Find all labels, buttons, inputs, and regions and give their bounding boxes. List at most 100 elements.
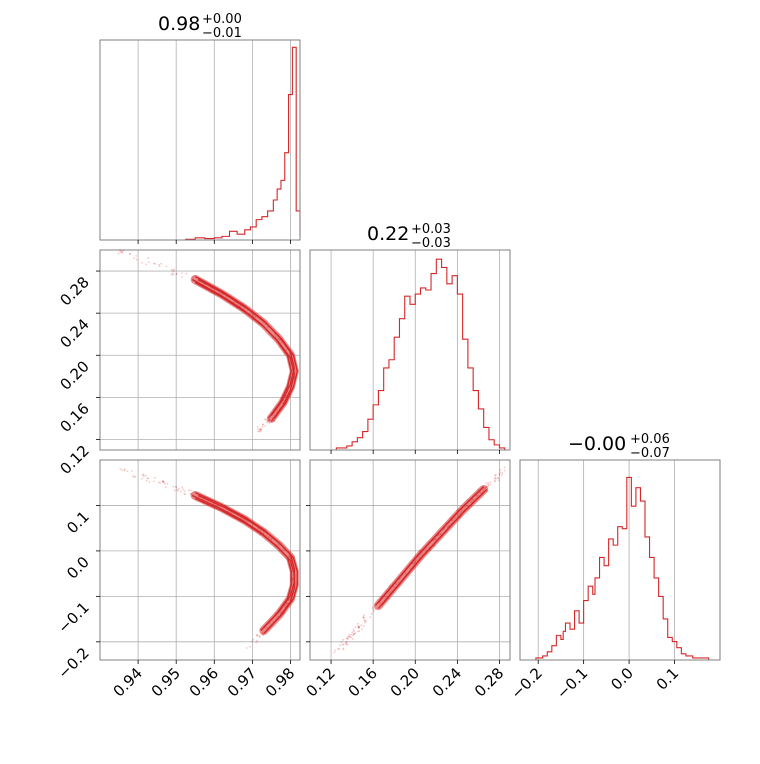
scatter-p1-p2-sample-point [497, 477, 499, 479]
scatter-p0-p2-sample-point [153, 476, 156, 479]
scatter-p0-p1-sample-point [135, 258, 138, 261]
x-p1-ticklabel-3: 0.24 [429, 664, 465, 700]
scatter-p0-p1-sample-point [172, 269, 175, 272]
scatter-p1-p2-sample-point [339, 644, 341, 647]
scatter-p1-p2-sample-point [342, 638, 345, 641]
scatter-p0-p1-sample-point [160, 262, 163, 265]
y-p1-ticklabel-1: 0.16 [56, 399, 92, 435]
scatter-p1-p2-sample-point [345, 641, 348, 644]
scatter-p1-p2-sample-point [494, 476, 497, 479]
scatter-p0-p1-sample-point [258, 428, 261, 431]
title-p2-plus: +0.06 [630, 432, 670, 447]
scatter-p0-p1-sample-point [257, 430, 259, 433]
scatter-p1-p2-sample-point [347, 635, 349, 638]
scatter-p1-p2-sample-point [334, 649, 337, 652]
x-p1-ticklabel-1: 0.16 [345, 664, 381, 700]
scatter-p0-p1-contour-line-0 [191, 278, 292, 419]
scatter-p1-p2-sample-point [503, 469, 506, 472]
scatter-p1-p2-sample-point [371, 607, 374, 610]
title-p0-value: 0.98 [158, 13, 200, 35]
hist-p1-frame [309, 249, 511, 451]
scatter-p0-p1-sample-point [258, 430, 261, 433]
hist-p1-histogram-step [310, 258, 510, 451]
scatter-p1-p2-contour-line-3 [377, 492, 485, 609]
scatter-p1-p2-sample-point [341, 643, 344, 646]
scatter-p0-p2-sample-point [187, 489, 190, 492]
scatter-p0-p1-sample-point [265, 418, 267, 421]
scatter-p0-p1-sample-point [154, 262, 156, 265]
scatter-p0-p2-sample-point [190, 489, 192, 492]
title-p0-plus: +0.00 [202, 12, 242, 27]
scatter-p1-p2-sample-point [345, 642, 347, 645]
scatter-p1-p2-sample-point [348, 634, 350, 636]
scatter-p1-p2-sample-point [489, 483, 491, 486]
scatter-p0-p2-sample-point [252, 638, 255, 641]
scatter-p0-p1-sample-point [129, 252, 131, 255]
scatter-p0-p1-sample-point [260, 428, 262, 431]
scatter-p0-p1-contour-line-3 [194, 281, 295, 422]
scatter-p1-p2-sample-point [351, 638, 354, 640]
scatter-p1-p2-sample-point [365, 620, 367, 623]
title-p1-minus: −0.03 [411, 236, 451, 251]
x-p0-ticklabel-4: 0.98 [262, 664, 298, 700]
scatter-p0-p1-sample-point [257, 428, 260, 431]
title-p2-minus: −0.07 [630, 446, 670, 461]
scatter-p0-p2-sample-point [123, 468, 126, 471]
scatter-p0-p2-sample-point [173, 489, 176, 492]
scatter-p1-p2-sample-point [498, 473, 501, 475]
scatter-p1-p2-sample-point [338, 647, 341, 650]
scatter-p1-p2-sample-point [494, 474, 496, 477]
scatter-p1-p2-sample-point [494, 478, 497, 480]
scatter-p1-p2-sample-point [358, 626, 360, 629]
scatter-p0-p2-sample-point [132, 475, 135, 477]
scatter-p1-p2-sample-point [342, 647, 345, 650]
scatter-p1-p2-sample-point [372, 606, 375, 608]
scatter-p0-p2-sample-point [184, 493, 187, 496]
scatter-p0-p2-sample-point [161, 480, 164, 483]
scatter-p0-p2-sample-point [177, 487, 180, 490]
scatter-p0-p1-sample-point [266, 421, 268, 424]
scatter-p1-p2-contour-line-2 [377, 486, 485, 603]
y-p2-ticklabel-0: −0.2 [54, 644, 92, 682]
scatter-p0-p2-sample-point [144, 474, 147, 477]
scatter-p1-p2-sample-point [364, 621, 366, 624]
scatter-p0-p2-sample-point [148, 481, 151, 483]
scatter-p0-p2-sample-point [180, 490, 182, 493]
scatter-p0-p1-sample-point [172, 273, 175, 276]
scatter-p0-p2-sample-point [161, 480, 164, 482]
x-p0-ticklabel-0: 0.94 [110, 664, 146, 700]
scatter-p0-p2-sample-point [133, 476, 135, 478]
scatter-p0-p2-sample-point [175, 486, 178, 488]
scatter-p0-p2-sample-point [177, 489, 179, 492]
scatter-p0-p2-sample-point [255, 641, 258, 644]
scatter-p0-p1-sample-point [148, 261, 150, 264]
scatter-p1-p2-sample-point [494, 480, 497, 483]
scatter-p0-p2-sample-point [147, 477, 150, 480]
scatter-p1-p2-sample-point [358, 630, 361, 633]
hist-p2-histogram-step [520, 476, 720, 661]
scatter-p0-p2-sample-point [172, 485, 175, 488]
scatter-p0-p2-sample-point [183, 490, 186, 492]
scatter-p1-p2-sample-point [372, 610, 375, 613]
scatter-p0-p2-sample-point [176, 488, 179, 491]
scatter-p0-p1-sample-point [121, 250, 124, 253]
scatter-p1-p2-sample-point [350, 633, 352, 636]
scatter-p1-p2-sample-point [362, 616, 365, 619]
scatter-p0-p1-sample-point [268, 422, 271, 425]
scatter-p0-p2-sample-point [134, 475, 137, 478]
scatter-p0-p2-sample-point [259, 635, 261, 638]
scatter-p1-p2-sample-point [497, 479, 500, 482]
scatter-p0-p2-sample-point [162, 481, 165, 484]
scatter-p1-p2-frame [309, 459, 511, 661]
scatter-p0-p2-sample-point [249, 645, 251, 648]
scatter-p0-p1-sample-point [121, 252, 123, 254]
x-p1-ticklabel-2: 0.20 [387, 664, 423, 700]
scatter-p0-p2-sample-point [245, 647, 248, 649]
scatter-p0-p2-contour-line-1 [197, 494, 298, 631]
scatter-p0-p1-sample-point [256, 426, 259, 428]
scatter-p0-p1-sample-point [170, 273, 173, 276]
scatter-p0-p2-sample-point [166, 482, 169, 485]
scatter-p1-p2-sample-point [362, 616, 365, 619]
scatter-p1-p2-sample-point [364, 619, 367, 622]
